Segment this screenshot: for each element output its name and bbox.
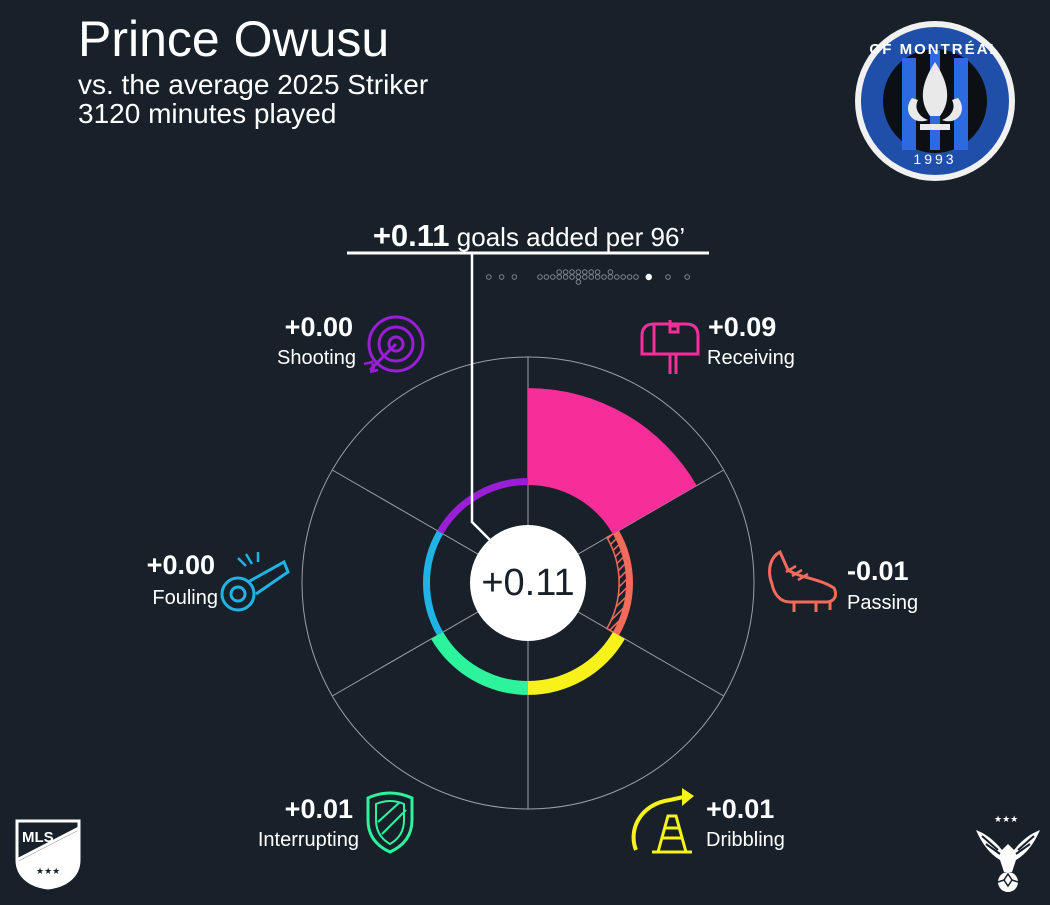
svg-text:1993: 1993 xyxy=(913,151,956,167)
league-dot xyxy=(665,274,671,280)
league-dot xyxy=(575,269,582,275)
passing-value: -0.01 xyxy=(847,556,909,586)
league-dot xyxy=(562,269,569,275)
shooting-label: Shooting xyxy=(277,347,356,369)
receiving-bar xyxy=(528,388,697,533)
league-dot xyxy=(633,274,639,280)
league-dot xyxy=(511,274,518,280)
page-title: Prince Owusu xyxy=(78,11,390,67)
league-dot xyxy=(607,269,614,275)
league-dot xyxy=(684,274,691,280)
league-dot xyxy=(537,274,543,280)
mls-logo: MLS ★★★ xyxy=(15,819,81,890)
receiving-baseline-arc xyxy=(527,478,619,535)
interrupting-baseline-arc xyxy=(437,631,529,688)
receiving-value: +0.09 xyxy=(708,312,777,342)
player-dot xyxy=(645,273,652,281)
league-dot xyxy=(575,274,582,280)
fouling-baseline-arc xyxy=(423,530,444,636)
league-dot xyxy=(607,274,614,280)
passing-label: Passing xyxy=(847,592,919,614)
subtitle-comparison: vs. the average 2025 Striker xyxy=(78,69,429,100)
league-dot xyxy=(588,269,595,275)
league-dot xyxy=(582,274,588,280)
league-dot xyxy=(569,269,575,275)
svg-text:CF MONTRÉAL: CF MONTRÉAL xyxy=(869,41,1000,58)
league-dot xyxy=(575,279,582,285)
club-logo: CF MONTRÉAL 1993 xyxy=(855,21,1015,181)
center-circle xyxy=(470,525,586,641)
whistle-icon xyxy=(220,552,290,612)
shooting-value: +0.00 xyxy=(284,312,353,342)
league-dot xyxy=(626,274,633,280)
svg-text:MLS: MLS xyxy=(22,829,54,846)
league-dot xyxy=(562,274,569,280)
dribbling-value: +0.01 xyxy=(706,794,775,824)
league-dot xyxy=(588,274,595,280)
league-dot xyxy=(543,274,550,280)
interrupting-value: +0.01 xyxy=(284,794,353,824)
mailbox-icon xyxy=(640,320,700,374)
league-dot xyxy=(486,274,492,280)
dribbling-label: Dribbling xyxy=(706,829,785,851)
fouling-label: Fouling xyxy=(152,587,218,609)
traffic-cone-icon xyxy=(631,788,694,854)
league-dot xyxy=(582,269,588,275)
headline-connector xyxy=(470,253,491,541)
cleat-icon xyxy=(768,549,838,612)
passing-baseline-arc xyxy=(612,530,633,636)
fouling-value: +0.00 xyxy=(146,550,215,580)
eagle-logo-icon: ★★★ xyxy=(976,815,1040,892)
league-dot xyxy=(498,274,505,280)
league-dot xyxy=(594,274,601,280)
league-dot xyxy=(556,274,563,280)
center-total-value: +0.11 xyxy=(481,562,575,604)
league-dot xyxy=(601,274,607,280)
dribbling-baseline-arc xyxy=(527,631,619,688)
shooting-baseline-arc xyxy=(437,478,529,535)
headline-text: goals added per 96’ xyxy=(456,222,686,252)
interrupting-label: Interrupting xyxy=(257,829,359,851)
headline: +0.11 goals added per 96’ xyxy=(348,218,710,254)
league-dot xyxy=(556,269,563,275)
subtitle: vs. the average 2025 Striker 3120 minute… xyxy=(78,70,428,128)
league-dot xyxy=(594,269,601,275)
svg-text:★★★: ★★★ xyxy=(36,867,60,877)
league-dot xyxy=(614,274,620,280)
subtitle-minutes: 3120 minutes played xyxy=(78,98,337,129)
svg-text:★★★: ★★★ xyxy=(994,815,1018,825)
target-icon xyxy=(363,315,425,374)
headline-value: +0.11 xyxy=(372,218,450,253)
league-dot xyxy=(569,274,575,280)
shield-icon xyxy=(366,791,414,854)
league-dot xyxy=(550,274,556,280)
league-dot xyxy=(620,274,627,280)
receiving-label: Receiving xyxy=(707,347,795,369)
